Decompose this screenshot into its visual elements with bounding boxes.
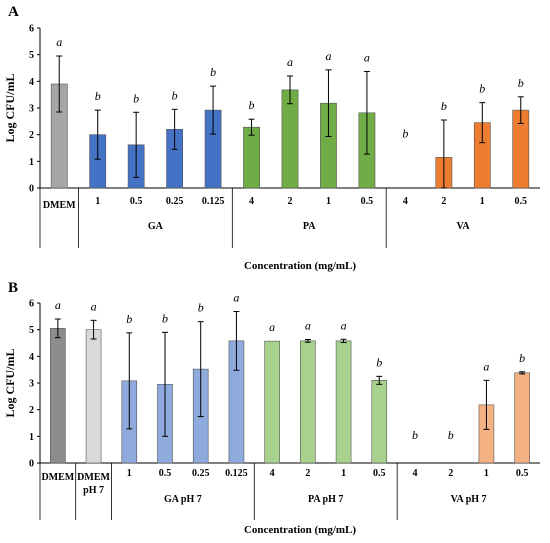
y-axis-title: Log CFU/mL — [3, 349, 17, 418]
category-label: 1 — [127, 468, 132, 479]
category-label: 2 — [288, 196, 293, 207]
significance-letter: b — [249, 98, 255, 112]
significance-letter: b — [172, 88, 178, 102]
group-label: GA pH 7 — [164, 494, 202, 505]
significance-letter: b — [126, 312, 132, 326]
category-label: 0.5 — [159, 468, 172, 479]
category-label: 2 — [448, 468, 453, 479]
significance-letter: a — [91, 299, 97, 313]
category-label: 1 — [341, 468, 346, 479]
category-label: 4 — [403, 196, 408, 207]
y-tick-label: 3 — [29, 379, 34, 390]
category-label: 0.5 — [361, 196, 374, 207]
bar — [50, 328, 66, 464]
panel-label: A — [8, 4, 19, 20]
bar — [300, 340, 316, 464]
significance-letter: a — [364, 50, 370, 64]
bar — [371, 380, 388, 464]
significance-letter: a — [483, 359, 489, 373]
group-label: PA — [303, 221, 316, 232]
category-label: 1 — [480, 196, 485, 207]
significance-letter: b — [441, 99, 447, 113]
category-label: 0.25 — [166, 196, 184, 207]
category-label: 4 — [249, 196, 254, 207]
significance-letter: a — [56, 35, 62, 49]
significance-letter: a — [55, 298, 61, 312]
significance-letter: b — [198, 301, 204, 315]
group-label: PA pH 7 — [308, 494, 343, 505]
y-tick-label: 5 — [29, 50, 34, 61]
significance-letter: a — [269, 320, 275, 334]
bar — [335, 340, 352, 464]
significance-letter: a — [287, 55, 293, 69]
y-tick-label: 2 — [29, 130, 34, 141]
category-label: 2 — [441, 196, 446, 207]
y-tick-label: 2 — [29, 405, 34, 416]
significance-letter: a — [305, 319, 311, 333]
significance-letter: b — [518, 76, 524, 90]
category-label: 0.25 — [192, 468, 210, 479]
y-tick-label: 1 — [29, 432, 34, 443]
category-label: 0.5 — [516, 468, 529, 479]
significance-letter: b — [519, 351, 525, 365]
group-label: VA — [456, 221, 470, 232]
y-tick-label: 0 — [29, 459, 34, 470]
category-label: 1 — [326, 196, 331, 207]
significance-letter: b — [95, 89, 101, 103]
significance-letter: b — [133, 91, 139, 105]
significance-letter: b — [162, 311, 168, 325]
category-label: 0.5 — [515, 196, 528, 207]
category-label: 0.125 — [202, 196, 225, 207]
y-tick-label: 4 — [29, 77, 34, 88]
category-label: 4 — [270, 468, 275, 479]
y-tick-label: 4 — [29, 352, 34, 363]
y-tick-label: 0 — [29, 184, 34, 195]
category-label: 0.5 — [130, 196, 143, 207]
significance-letter: b — [479, 82, 485, 96]
category-label: 0.125 — [225, 468, 248, 479]
category-label: 1 — [95, 196, 100, 207]
category-label: 1 — [484, 468, 489, 479]
category-label: 0.5 — [373, 468, 386, 479]
panel-b: B 0 1 2 3 4 5 6 Log CFU/mL a a b b b a a a a b b b a b DMEM DMEM… — [3, 280, 540, 536]
bar — [264, 340, 280, 464]
y-axis-title: Log CFU/mL — [3, 74, 17, 143]
group-label: VA pH 7 — [451, 494, 487, 505]
significance-letter: b — [448, 428, 454, 442]
significance-letter: b — [402, 126, 408, 140]
significance-letter: b — [210, 65, 216, 79]
significance-letter: b — [376, 355, 382, 369]
bar — [243, 126, 260, 189]
panel-a: A 0 1 2 3 4 5 6 Log CFU/mL a b b b b b a a a b b b b DMEM 1 0.5 0… — [3, 4, 540, 272]
x-axis-title: Concentration (mg/mL) — [244, 524, 356, 536]
y-tick-label: 6 — [29, 299, 34, 310]
category-label: 4 — [413, 468, 418, 479]
bar — [281, 89, 299, 189]
y-tick-label: 1 — [29, 157, 34, 168]
group-label: GA — [148, 221, 164, 232]
significance-letter: a — [341, 318, 347, 332]
category-label: DMEM pH 7 — [77, 472, 110, 496]
panel-label: B — [8, 280, 18, 296]
category-label: DMEM — [41, 472, 74, 483]
category-label: DMEM — [43, 200, 76, 211]
x-axis-title: Concentration (mg/mL) — [244, 260, 356, 272]
significance-letter: a — [233, 291, 239, 305]
significance-letter: b — [412, 428, 418, 442]
category-label: 2 — [305, 468, 310, 479]
bar — [85, 329, 102, 464]
y-tick-label: 6 — [29, 24, 34, 35]
y-tick-label: 5 — [29, 325, 34, 336]
y-tick-label: 3 — [29, 104, 34, 115]
bar — [514, 372, 530, 464]
significance-letter: a — [325, 49, 331, 63]
